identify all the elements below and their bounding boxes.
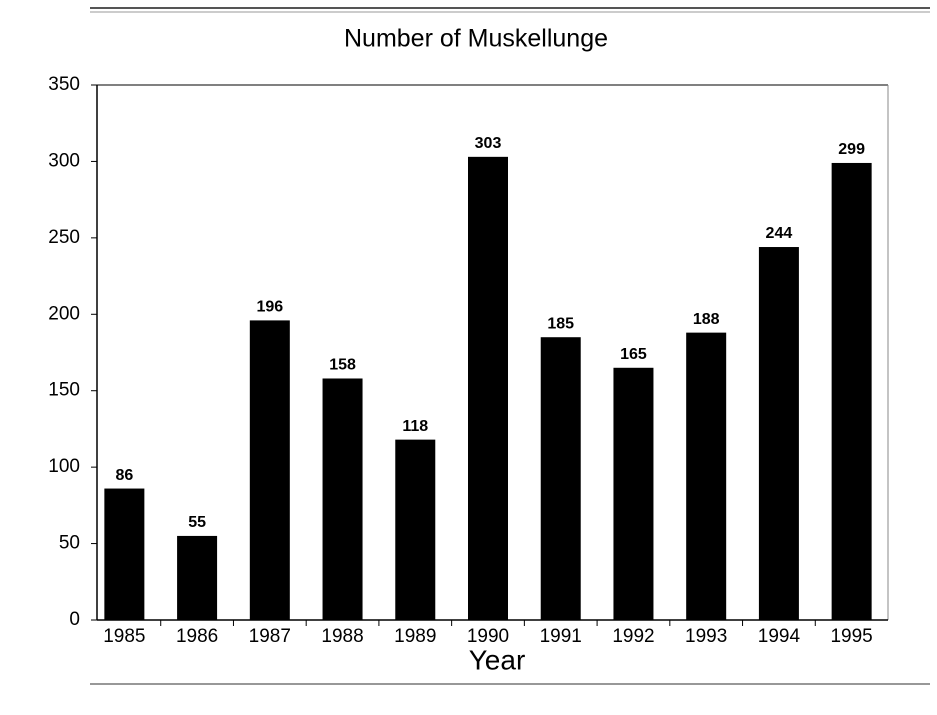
y-tick-label: 100: [48, 456, 80, 477]
y-tick-label: 50: [59, 533, 80, 554]
x-tick-label: 1985: [103, 626, 145, 647]
x-axis-label: Year: [469, 644, 526, 675]
value-label: 196: [256, 299, 283, 316]
bar: [468, 156, 508, 621]
chart-title: Number of Muskellunge: [344, 25, 608, 53]
value-label: 158: [329, 357, 356, 374]
value-label: 185: [547, 315, 574, 332]
bar: [540, 337, 581, 620]
value-label: 299: [838, 141, 865, 158]
x-tick-label: 1995: [830, 626, 872, 647]
bar: [395, 439, 436, 620]
x-tick-label: 1990: [467, 626, 509, 647]
bar: [686, 332, 727, 620]
x-tick-label: 1988: [321, 626, 363, 647]
y-tick-label: 0: [69, 609, 80, 630]
x-tick-label: 1991: [540, 626, 582, 647]
bar: [758, 247, 799, 620]
value-label: 303: [475, 135, 502, 152]
y-tick-label: 200: [48, 303, 80, 324]
bar: [177, 535, 218, 620]
x-tick-label: 1992: [612, 626, 654, 647]
x-tick-label: 1986: [176, 626, 218, 647]
value-label: 118: [402, 418, 428, 435]
bar: [104, 488, 145, 620]
value-label: 55: [188, 514, 206, 531]
bar: [249, 320, 290, 620]
bar: [322, 378, 363, 620]
x-tick-label: 1987: [249, 626, 291, 647]
value-label: 165: [620, 346, 647, 363]
y-tick-label: 250: [48, 227, 80, 248]
y-tick-label: 150: [48, 380, 80, 401]
bar: [613, 367, 654, 620]
y-tick-label: 350: [48, 74, 80, 95]
value-label: 86: [115, 467, 133, 484]
bar: [831, 162, 872, 620]
x-tick-label: 1994: [758, 626, 801, 647]
x-tick-label: 1993: [685, 626, 727, 647]
value-label: 188: [693, 311, 720, 328]
value-label: 244: [766, 225, 793, 242]
y-tick-label: 300: [48, 150, 80, 171]
x-tick-label: 1989: [394, 626, 436, 647]
